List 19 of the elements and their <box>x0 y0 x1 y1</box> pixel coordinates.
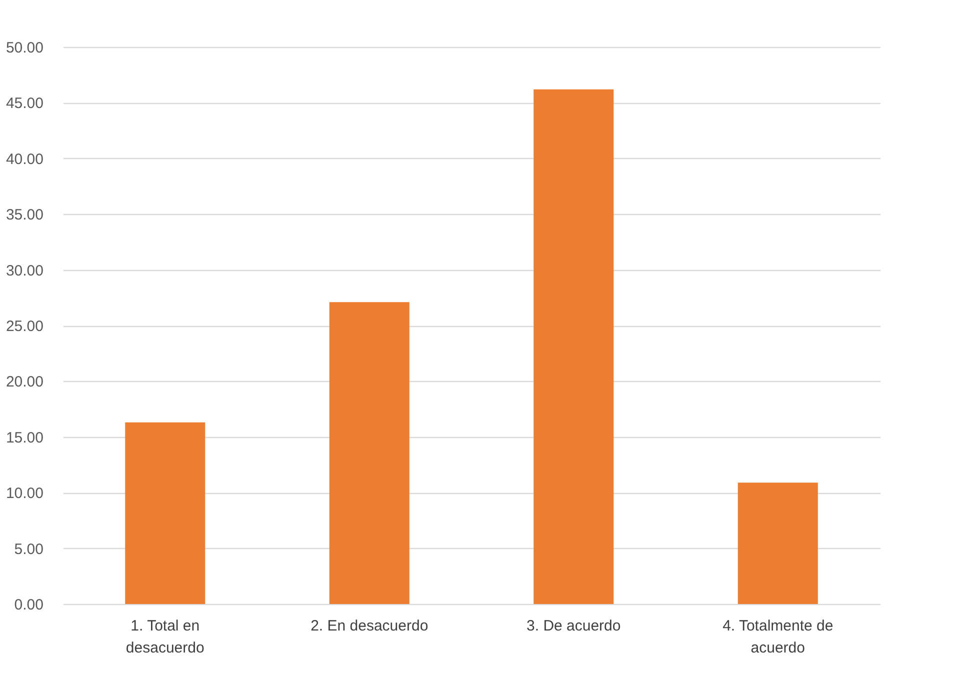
y-tick-label: 45.00 <box>6 95 44 112</box>
y-tick-label: 0.00 <box>14 596 44 614</box>
bar <box>738 482 818 604</box>
bar <box>534 89 614 604</box>
y-tick-label: 20.00 <box>6 374 44 391</box>
y-tick-label: 30.00 <box>6 262 44 280</box>
x-tick-label: 2. En desacuerdo <box>310 618 428 634</box>
y-tick-label: 40.00 <box>6 150 44 168</box>
y-tick-label: 10.00 <box>6 485 44 502</box>
y-tick-label: 25.00 <box>6 318 44 335</box>
x-tick-label: 3. De acuerdo <box>526 618 621 634</box>
x-tick-label: 1. Total en desacuerdo <box>126 618 204 656</box>
y-tick-label: 50.00 <box>6 40 44 56</box>
bar <box>125 422 206 604</box>
y-tick-label: 5.00 <box>14 540 44 558</box>
x-tick-label: 4. Totalmente de acuerdo <box>722 618 834 656</box>
bar <box>329 302 410 604</box>
y-tick-label: 15.00 <box>6 429 44 446</box>
y-tick-label: 35.00 <box>6 206 44 224</box>
